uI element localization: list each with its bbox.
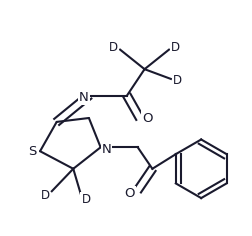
Text: D: D: [171, 41, 180, 54]
Text: D: D: [173, 74, 182, 87]
Text: D: D: [81, 193, 90, 206]
Text: O: O: [142, 111, 153, 125]
Text: O: O: [125, 187, 135, 200]
Text: S: S: [28, 145, 37, 158]
Text: D: D: [109, 41, 118, 54]
Text: N: N: [102, 143, 111, 156]
Text: N: N: [79, 91, 89, 104]
Text: D: D: [40, 189, 49, 202]
